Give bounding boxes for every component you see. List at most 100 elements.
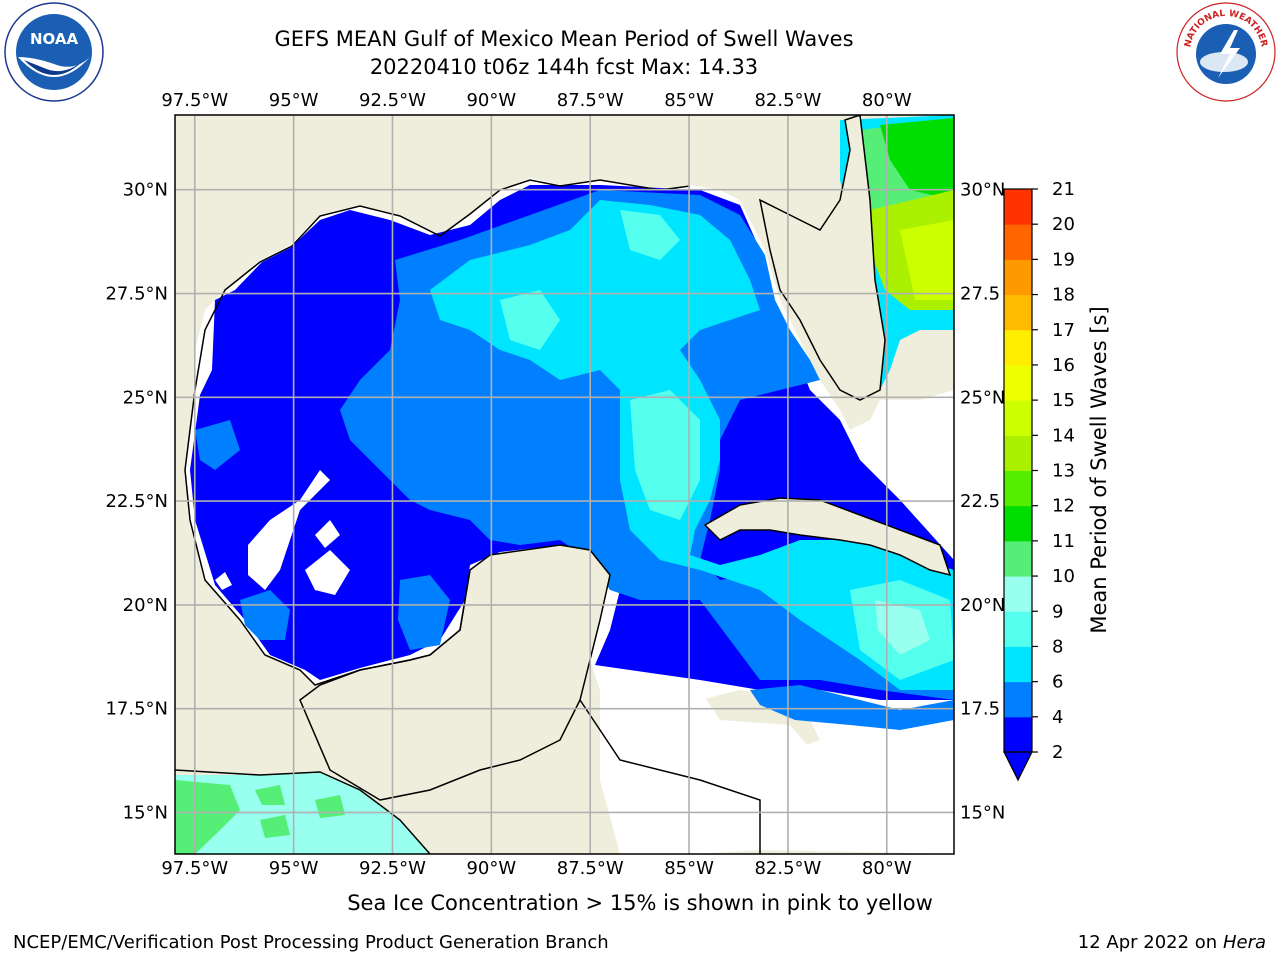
lat-label-left: 25°N [123,387,168,408]
colorbar-tick-label: 20 [1052,214,1075,235]
swell-8-9s-region [500,290,560,350]
colorbar-tick-label: 18 [1052,285,1075,306]
lon-label-bottom: 87.5°W [557,858,624,879]
chart-title: GEFS MEAN Gulf of Mexico Mean Period of … [274,27,854,51]
lon-label-bottom: 95°W [269,858,319,879]
colorbar-tick-label: 10 [1052,566,1075,587]
cuba-land [703,497,952,577]
florida-land [758,115,886,401]
lat-label-right: 30°N [960,180,1005,201]
missing-data-patch [215,572,232,590]
colorbar-tick-label: 14 [1052,425,1075,446]
swell-4-6s-region [398,575,450,650]
colorbar-tick-label: 2 [1052,742,1063,763]
lon-label-top: 97.5°W [161,90,228,111]
sea-ice-note: Sea Ice Concentration > 15% is shown in … [347,891,933,915]
map-frame [174,114,955,855]
lat-label-left: 20°N [123,595,168,616]
pacific-coast [175,769,431,854]
pacific-swell-region [255,785,285,805]
noaa-logo-text: NOAA [30,30,79,48]
lat-label-left: 22.5°N [105,491,168,512]
colorbar-segment [1004,329,1032,366]
atlantic-swell-region [880,118,954,200]
missing-data-patch [315,520,340,548]
footer-host: Hera [1222,932,1266,953]
colorbar-tick-label: 6 [1052,672,1063,693]
colorbar-segment [1004,189,1032,225]
noaa-logo: NOAA [4,2,104,102]
colorbar-segment [1004,646,1032,683]
swell-8-9s-region [875,600,930,655]
lat-label-left: 15°N [123,802,168,823]
lat-label-right: 27.5 [960,284,1000,305]
texas-coast [194,179,691,391]
colorbar-segment [1004,435,1032,471]
caribbean-white-area [600,680,820,854]
colorbar-segment [1004,505,1032,542]
lon-label-bottom: 92.5°W [359,858,426,879]
nws-logo: NATIONAL WEATHER SERVICE [1176,2,1276,102]
colorbar-segment [1004,576,1032,612]
missing-data-patch [305,550,350,595]
lat-label-left: 27.5°N [105,284,168,305]
colorbar-segment [1004,364,1032,401]
colorbar-tick-label: 15 [1052,390,1075,411]
colorbar-tick-label: 17 [1052,320,1075,341]
lon-label-bottom: 85°W [664,858,714,879]
lon-label-top: 95°W [269,90,319,111]
colorbar-segment [1004,224,1032,260]
colorbar-segment [1004,681,1032,718]
swell-8-9s-region [630,390,700,520]
missing-data-patch [248,470,330,590]
colorbar-tick-label: 21 [1052,179,1075,200]
atlantic-swell-region [900,220,954,300]
lon-label-top: 82.5°W [754,90,821,111]
colorbar-label: Mean Period of Swell Waves [s] [1087,306,1111,633]
colorbar-tick-label: 4 [1052,707,1063,728]
lat-label-right: 25°N [960,387,1005,408]
chart-subtitle-forecast: 20220410 t06z 144h fcst Max: 14.33 [369,55,759,79]
colorbar-tick-label: 11 [1052,531,1075,552]
colorbar-tick-label: 8 [1052,636,1063,657]
footer-credit: NCEP/EMC/Verification Post Processing Pr… [13,932,609,953]
colorbar-tick-label: 9 [1052,601,1063,622]
lat-label-right: 15°N [960,802,1005,823]
lon-label-top: 85°W [664,90,714,111]
mexico-coast [184,389,471,686]
footer-timestamp: 12 Apr 2022 on Hera [1078,932,1266,953]
footer-date: 12 Apr 2022 on [1077,932,1223,953]
pacific-swell-region [175,780,240,854]
colorbar-segment [1004,400,1032,436]
lat-label-right: 20°N [960,595,1005,616]
pacific-swell-region [260,815,290,838]
lon-label-bottom: 97.5°W [161,858,228,879]
lon-label-top: 87.5°W [557,90,624,111]
lon-label-bottom: 80°W [862,858,912,879]
colorbar-segment [1004,716,1032,753]
lon-label-top: 92.5°W [359,90,426,111]
honduras-coast [579,699,761,854]
lon-label-top: 90°W [466,90,516,111]
lon-label-bottom: 90°W [466,858,516,879]
colorbar-tick-label: 12 [1052,496,1075,517]
swell-4-6s-region [240,590,290,640]
colorbar-tick-label: 19 [1052,249,1075,270]
lon-label-top: 80°W [862,90,912,111]
lat-label-left: 30°N [123,180,168,201]
colorbar-segment [1004,540,1032,577]
swell-8-9s-region [620,210,680,260]
lon-label-bottom: 82.5°W [754,858,821,879]
lat-label-right: 22.5 [960,491,1000,512]
swell-4-6s-region [195,420,240,470]
lat-label-right: 17.5 [960,699,1000,720]
colorbar-segment [1004,294,1032,331]
colorbar-segment [1004,470,1032,507]
swell-4-6s-region [750,685,954,730]
colorbar-segment [1004,611,1032,647]
colorbar-tick-label: 16 [1052,355,1075,376]
colorbar-segment [1004,259,1032,296]
lat-label-left: 17.5°N [105,699,168,720]
colorbar-extend-arrow [1003,751,1033,782]
